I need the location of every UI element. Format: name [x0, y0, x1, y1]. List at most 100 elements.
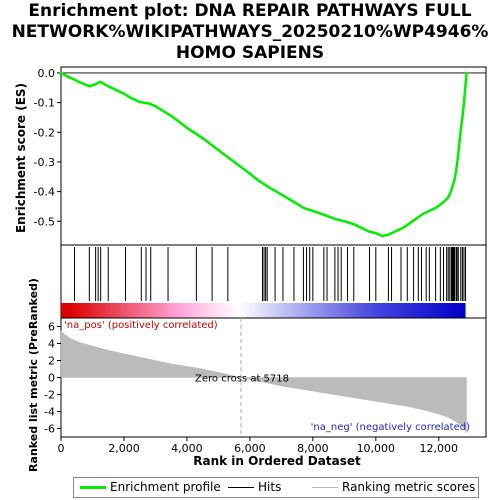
es-point	[462, 101, 466, 104]
es-point	[343, 220, 346, 223]
es-point	[324, 214, 327, 217]
es-point	[122, 92, 126, 95]
metric-y-tick-label: 2	[48, 355, 55, 368]
metric-y-tick-label: -6	[44, 423, 55, 436]
es-point	[302, 206, 305, 210]
es-point	[453, 178, 456, 181]
metric-y-tick-label: 6	[48, 321, 55, 334]
es-y-tick-label: -0.5	[34, 215, 55, 228]
es-point	[409, 221, 412, 224]
es-point	[201, 137, 204, 140]
x-axis-label: Rank in Ordered Dataset	[193, 454, 361, 468]
legend-label-hits: Hits	[258, 480, 282, 494]
es-point	[154, 105, 157, 108]
es-point	[374, 231, 377, 235]
es-point	[232, 160, 236, 164]
es-point	[450, 188, 453, 192]
es-point	[380, 234, 384, 238]
legend-label-metric: Ranking metric scores	[342, 480, 476, 494]
es-point	[59, 71, 63, 75]
legend-item-hits: Hits	[228, 480, 281, 494]
es-point	[99, 80, 102, 84]
es-point	[333, 217, 337, 221]
legend: Enrichment profile Hits Ranking metric s…	[73, 477, 479, 498]
es-point	[447, 196, 450, 199]
es-point	[73, 78, 76, 81]
es-point	[461, 116, 464, 119]
es-point	[454, 169, 458, 172]
x-tick-label: 6,000	[234, 442, 266, 455]
color-band	[61, 303, 466, 318]
x-tick-label: 10,000	[357, 442, 396, 455]
es-point	[113, 88, 116, 91]
es-point	[390, 231, 393, 235]
es-point	[362, 227, 365, 230]
es-y-tick-label: -0.2	[34, 126, 55, 139]
es-point	[428, 209, 431, 213]
es-point	[267, 186, 270, 189]
es-point	[248, 172, 252, 175]
es-y-axis-label: Enrichment score (ES)	[14, 83, 28, 233]
neg-correlated-label: 'na_neg' (negatively correlated)	[311, 422, 470, 433]
es-point	[107, 85, 110, 88]
es-y-tick-label: -0.1	[34, 97, 55, 110]
legend-label-enrichment: Enrichment profile	[110, 480, 221, 494]
es-point	[465, 71, 468, 75]
legend-swatch-hits	[228, 486, 254, 488]
es-point	[147, 102, 151, 105]
chart-title-line-1: Enrichment plot: DNA REPAIR PATHWAYS FUL…	[28, 1, 472, 21]
es-point	[456, 157, 459, 161]
x-tick-label: 8,000	[297, 442, 329, 455]
es-panel: 0.0 -0.1 -0.2 -0.3 -0.4 -0.5	[34, 66, 487, 246]
es-point	[170, 114, 173, 118]
es-y-tick-label: -0.4	[34, 186, 55, 199]
es-point	[88, 85, 91, 88]
metric-panel: 6 4 2 0 -2 -4 -6 'na_pos' (positively correlate…	[44, 317, 487, 438]
x-tick-label: 4,000	[171, 442, 203, 455]
es-point	[458, 142, 461, 146]
legend-swatch-metric	[312, 486, 338, 488]
es-point	[415, 217, 418, 220]
metric-y-tick-label: -4	[44, 406, 55, 419]
es-point	[421, 212, 425, 216]
es-point	[440, 202, 444, 205]
es-point	[387, 233, 390, 236]
es-y-tick-label: -0.3	[34, 156, 55, 169]
es-point	[368, 230, 371, 233]
es-point	[94, 83, 97, 86]
metric-y-tick-label: 0	[48, 372, 55, 385]
es-y-tick-label: 0.0	[38, 67, 56, 80]
es-point	[396, 229, 400, 232]
es-point	[78, 81, 82, 84]
es-point	[459, 128, 462, 131]
legend-item-enrichment: Enrichment profile	[80, 480, 221, 494]
es-point	[464, 83, 467, 87]
x-tick-label: 12,000	[420, 442, 459, 455]
es-point	[129, 96, 132, 99]
legend-item-metric: Ranking metric scores	[312, 480, 475, 494]
es-point	[352, 223, 355, 226]
es-point	[280, 193, 283, 196]
es-point	[258, 180, 261, 183]
chart-title-line-3: HOMO SAPIENS	[175, 43, 325, 63]
es-point	[66, 75, 69, 78]
metric-y-tick-label: 4	[48, 338, 55, 351]
x-axis: 0 2,000 4,000 6,000 8,000 10,000 12,000	[58, 437, 459, 455]
chart-title: Enrichment plot: DNA REPAIR PATHWAYS FUL…	[0, 1, 500, 64]
es-point	[217, 148, 220, 152]
es-point	[402, 226, 406, 229]
es-point	[138, 100, 141, 104]
metric-y-tick-label: -2	[44, 389, 55, 402]
x-tick-label: 2,000	[108, 442, 140, 455]
pos-correlated-label: 'na_pos' (positively correlated)	[64, 320, 218, 331]
chart-title-line-2: NETWORK%WIKIPATHWAYS_20250210%WP4946%	[11, 22, 489, 42]
hits-panel	[60, 244, 487, 319]
es-point	[311, 209, 315, 213]
es-point	[185, 126, 189, 129]
x-tick-label: 0	[58, 442, 65, 455]
es-plot-frame	[60, 66, 487, 246]
zero-cross-label: Zero cross at 5718	[195, 374, 289, 385]
es-point	[292, 200, 296, 204]
metric-area	[60, 330, 467, 434]
